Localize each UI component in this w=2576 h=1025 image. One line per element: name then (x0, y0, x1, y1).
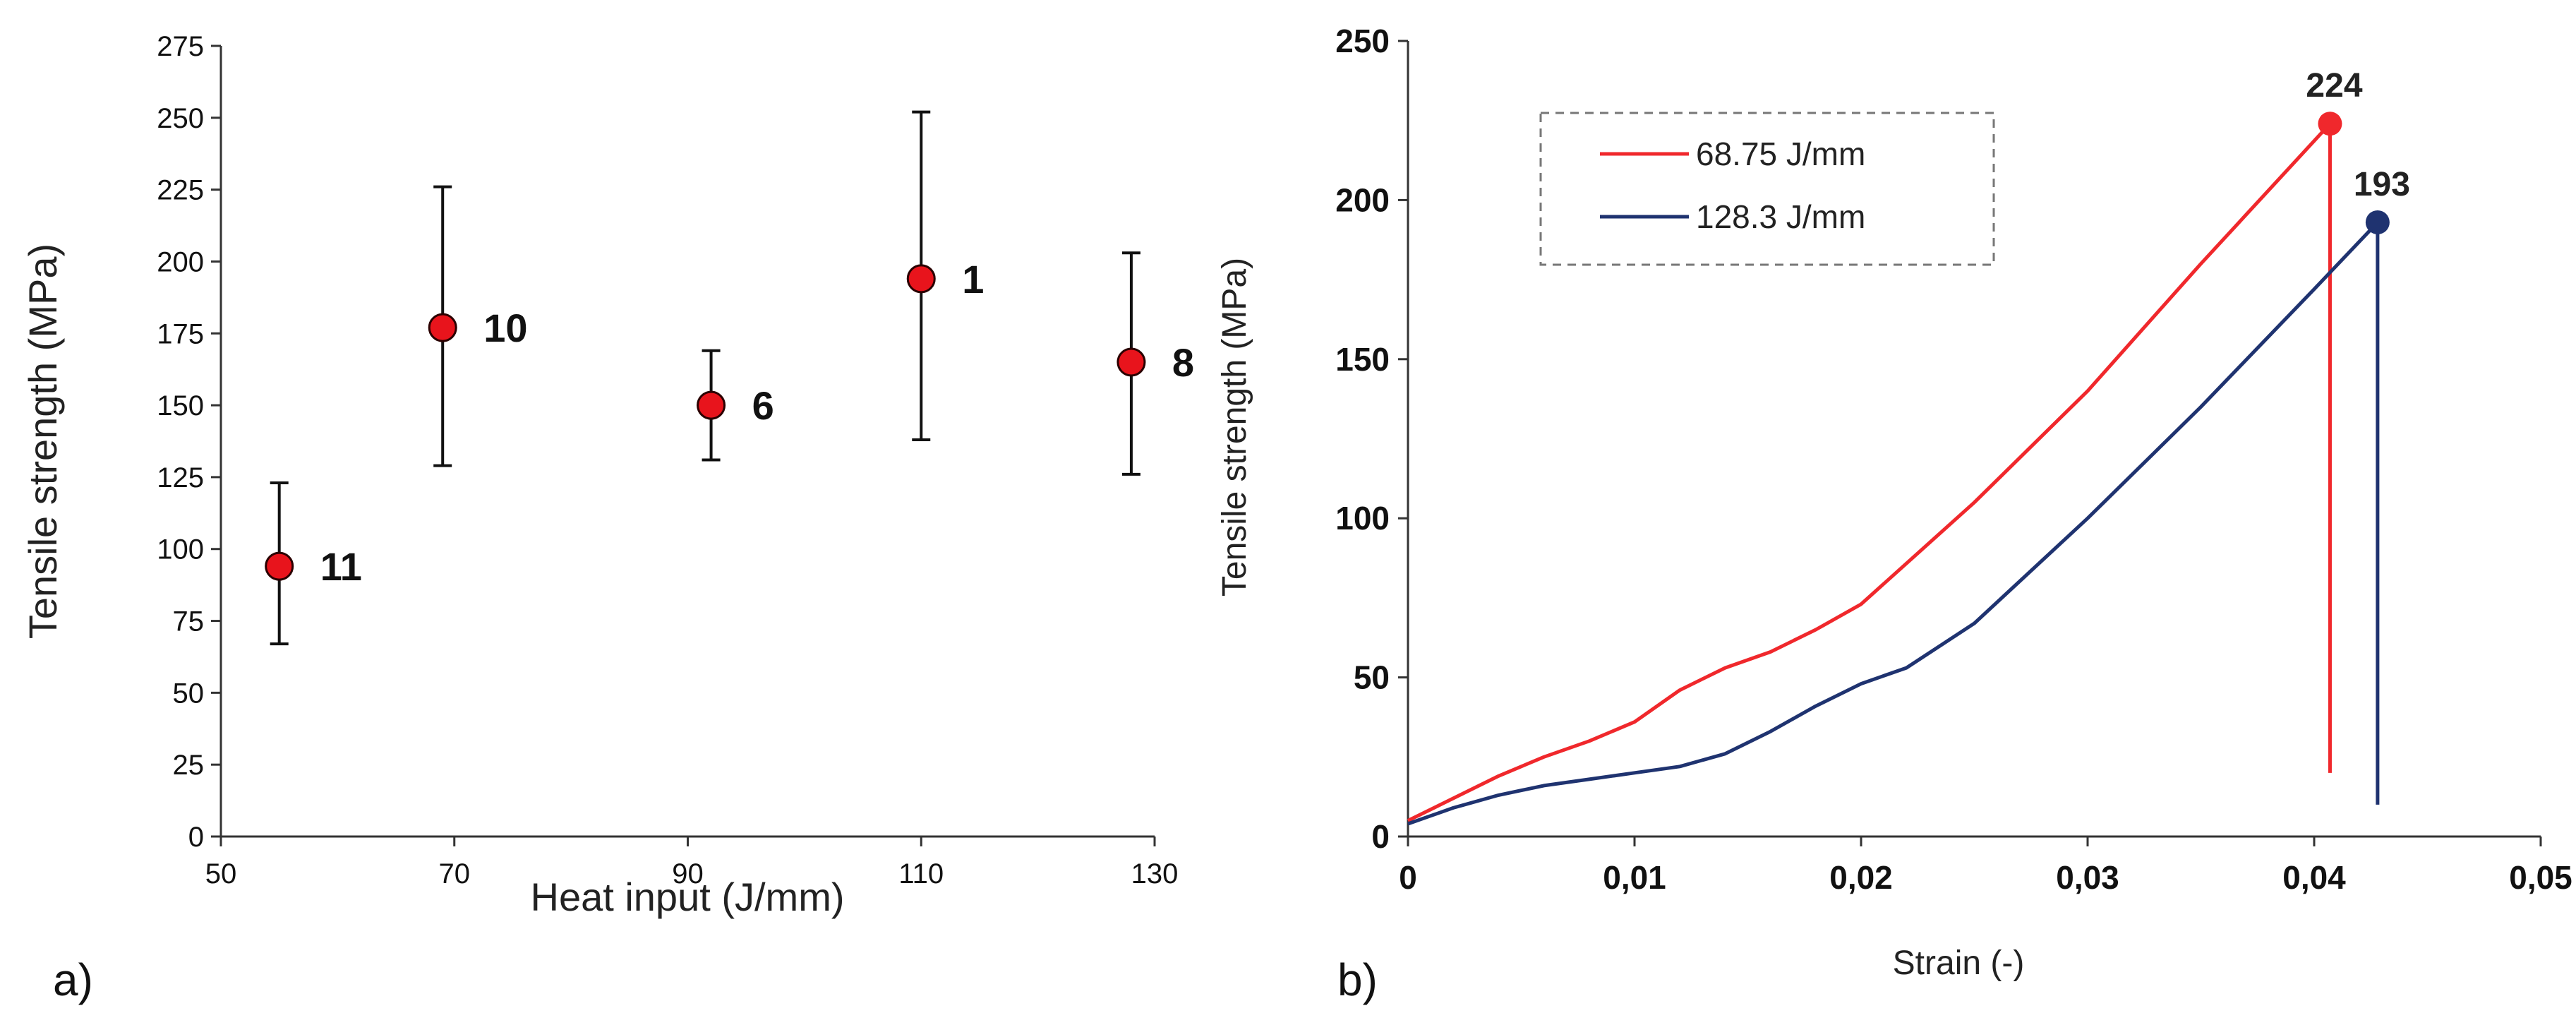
panel-a-y-tick-label: 100 (157, 534, 204, 565)
panel-b-y-tick-label: 50 (1354, 659, 1390, 696)
series-128-3: 193 (1407, 166, 2410, 826)
peak-label: 224 (2306, 67, 2362, 104)
panel-b-x-tick-label: 0,05 (2509, 859, 2572, 896)
series-line (1407, 122, 2332, 822)
panel-a-points: 11 10 6 1 8 (265, 110, 1194, 646)
panel-a-x-tick-label: 50 (205, 858, 237, 889)
panel-b-y-ticks: 0 50 100 150 200 250 (1335, 23, 1408, 855)
panel-b-x-tick-label: 0,01 (1603, 859, 1666, 896)
point-marker (697, 390, 726, 420)
panel-b-y-tick-label: 200 (1335, 181, 1390, 218)
point-label: 8 (1172, 340, 1194, 385)
legend: 68.75 J/mm 128.3 J/mm (1539, 112, 1995, 266)
legend-label-68-75: 68.75 J/mm (1696, 136, 1865, 172)
panel-a-y-tick-label: 175 (157, 318, 204, 349)
panel-a-x-tick-label: 130 (1131, 858, 1179, 889)
panel-b-x-tick-label: 0,04 (2282, 859, 2346, 896)
panel-b-label: b) (1337, 954, 1378, 1005)
panel-a-y-tick-label: 125 (157, 462, 204, 493)
panel-a-label: a) (53, 954, 93, 1005)
series-68-75: 224 (1407, 67, 2363, 822)
panel-a-y-tick-label: 0 (188, 822, 204, 853)
panel-a-y-tick-label: 275 (157, 31, 204, 62)
panel-b-x-tick-label: 0,02 (1829, 859, 1893, 896)
panel-b-y-tick-label: 100 (1335, 500, 1390, 537)
panel-a-y-tick-label: 75 (173, 606, 205, 637)
panel-a-x-ticks: 50 70 90 110 130 (205, 837, 1179, 889)
panel-b-x-ticks: 0 0,01 0,02 0,03 0,04 0,05 (1399, 837, 2572, 896)
peak-label: 193 (2354, 166, 2410, 203)
panel-b-y-axis-title: Tensile strength (MPa) (1216, 258, 1253, 597)
panel-a-y-tick-label: 250 (157, 103, 204, 134)
panel-a-x-axis-title: Heat input (J/mm) (531, 875, 845, 919)
panel-a-y-ticks: 0 25 50 75 100 125 150 175 200 225 250 275 (157, 31, 221, 853)
panel-a-y-tick-label: 25 (173, 750, 205, 781)
data-point-11: 11 (265, 481, 362, 646)
panel-b-y-tick-label: 150 (1335, 341, 1390, 378)
data-point-6: 6 (697, 349, 774, 462)
data-point-8: 8 (1117, 251, 1194, 476)
data-point-1: 1 (906, 110, 984, 441)
panel-b-x-tick-label: 0 (1399, 859, 1417, 896)
panel-a-y-tick-label: 150 (157, 390, 204, 421)
point-label: 11 (320, 544, 362, 589)
legend-label-128-3: 128.3 J/mm (1696, 198, 1865, 235)
panel-b-y-tick-label: 0 (1371, 818, 1390, 855)
point-marker (428, 313, 457, 342)
series-line (1407, 221, 2379, 826)
panel-a-y-axis-title: Tensile strength (MPa) (20, 244, 65, 639)
data-point-10: 10 (428, 185, 528, 467)
point-label: 6 (752, 383, 774, 428)
panel-b-series: 224 193 (1407, 67, 2410, 826)
point-marker (1117, 347, 1146, 377)
panel-a-x-tick-label: 110 (898, 858, 944, 889)
panel-a-y-tick-label: 225 (157, 175, 204, 206)
panel-b: 0 50 100 150 200 250 0 0,01 0,02 0,03 0,04 0,05 22… (1216, 23, 2572, 1005)
panel-a-x-tick-label: 90 (672, 858, 704, 889)
point-marker (906, 264, 936, 294)
point-label: 1 (962, 257, 984, 301)
peak-marker (2318, 112, 2342, 136)
panel-b-x-axis-title: Strain (-) (1893, 945, 2025, 982)
panel-b-y-tick-label: 250 (1335, 23, 1390, 59)
point-marker (265, 551, 294, 581)
point-label: 10 (483, 306, 527, 350)
legend-box (1539, 112, 1995, 266)
panel-a-x-tick-label: 70 (439, 858, 471, 889)
panel-a-y-tick-label: 50 (173, 678, 205, 709)
panel-a-y-tick-label: 200 (157, 246, 204, 277)
panel-b-x-tick-label: 0,03 (2056, 859, 2119, 896)
peak-marker (2365, 210, 2390, 234)
